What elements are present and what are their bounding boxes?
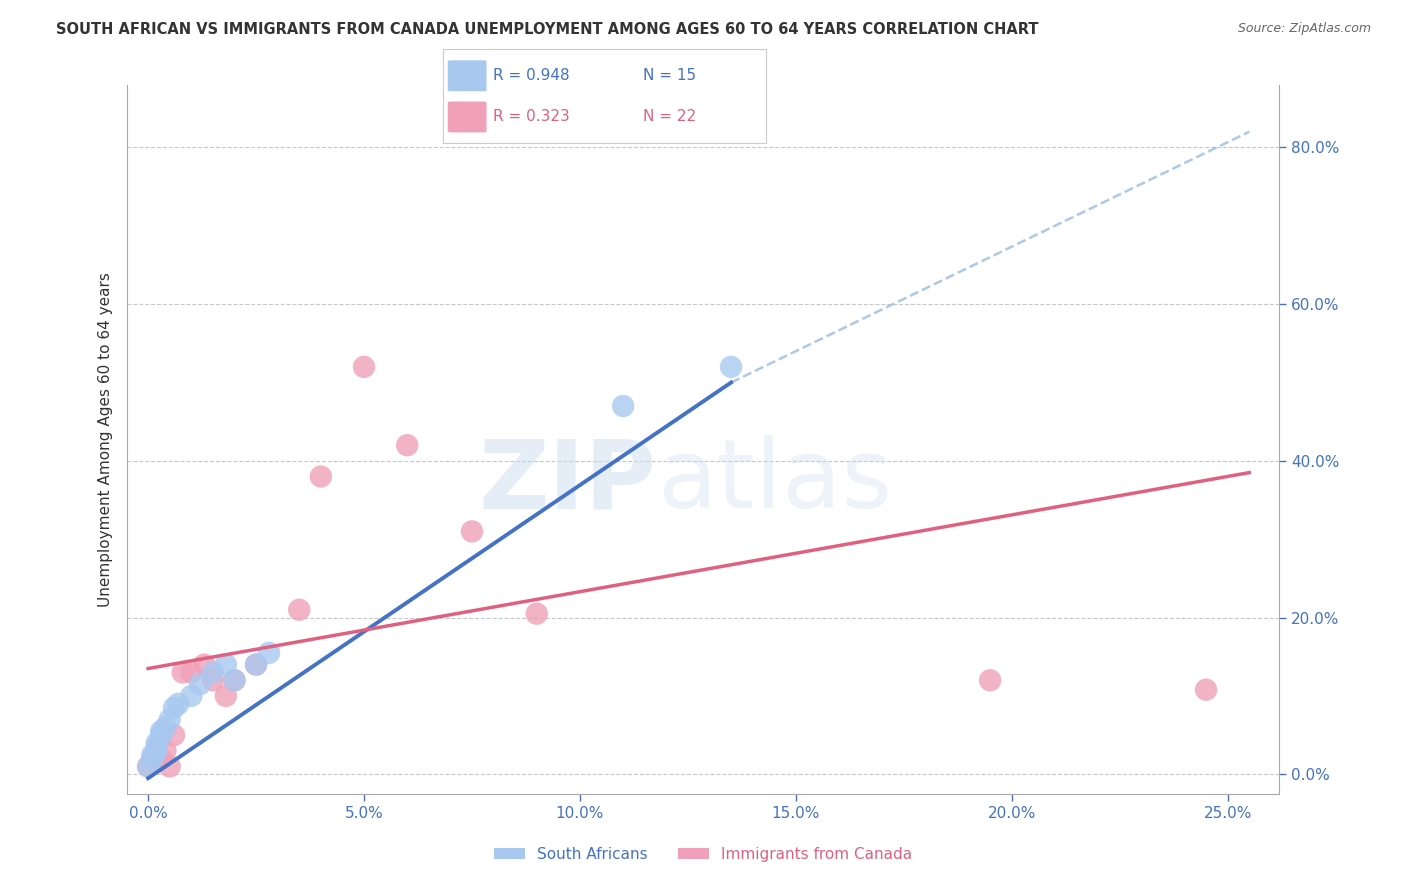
Text: ZIP: ZIP [479,435,657,528]
Text: N = 15: N = 15 [644,69,696,83]
Point [150,751,173,765]
Y-axis label: Unemployment Among Ages 60 to 64 years: Unemployment Among Ages 60 to 64 years [97,272,112,607]
Point [257,646,280,660]
Point [163,728,186,742]
Point [353,359,375,374]
Point [526,607,548,621]
Point [309,469,332,483]
Point [1195,682,1218,697]
Point [245,657,267,672]
Point [145,736,167,750]
Point [193,657,215,672]
Point [150,728,173,742]
Point [145,744,167,758]
Point [159,713,181,727]
Point [188,677,211,691]
Point [979,673,1001,688]
Point [172,665,194,680]
Point [163,700,186,714]
Point [215,657,238,672]
Point [145,744,167,758]
Point [215,689,238,703]
Point [150,724,173,739]
Point [224,673,246,688]
Point [141,751,163,765]
Point [155,720,177,734]
Point [461,524,484,539]
Text: SOUTH AFRICAN VS IMMIGRANTS FROM CANADA UNEMPLOYMENT AMONG AGES 60 TO 64 YEARS C: SOUTH AFRICAN VS IMMIGRANTS FROM CANADA … [56,22,1039,37]
Point [288,603,311,617]
Point [141,751,163,765]
Point [201,665,224,680]
Text: atlas: atlas [657,435,891,528]
Point [180,689,202,703]
Point [155,744,177,758]
Point [180,665,202,680]
Legend: South Africans, Immigrants from Canada: South Africans, Immigrants from Canada [488,840,918,868]
FancyBboxPatch shape [447,61,486,91]
Point [612,399,634,413]
Text: Source: ZipAtlas.com: Source: ZipAtlas.com [1237,22,1371,36]
Point [167,697,190,711]
Point [141,747,163,762]
Point [145,739,167,754]
Text: R = 0.948: R = 0.948 [494,69,569,83]
Text: N = 22: N = 22 [644,110,696,125]
Point [224,673,246,688]
Point [136,759,159,773]
Point [159,759,181,773]
FancyBboxPatch shape [447,102,486,132]
Point [201,673,224,688]
Point [136,759,159,773]
Point [396,438,419,452]
Point [720,359,742,374]
Text: R = 0.323: R = 0.323 [494,110,569,125]
Point [245,657,267,672]
